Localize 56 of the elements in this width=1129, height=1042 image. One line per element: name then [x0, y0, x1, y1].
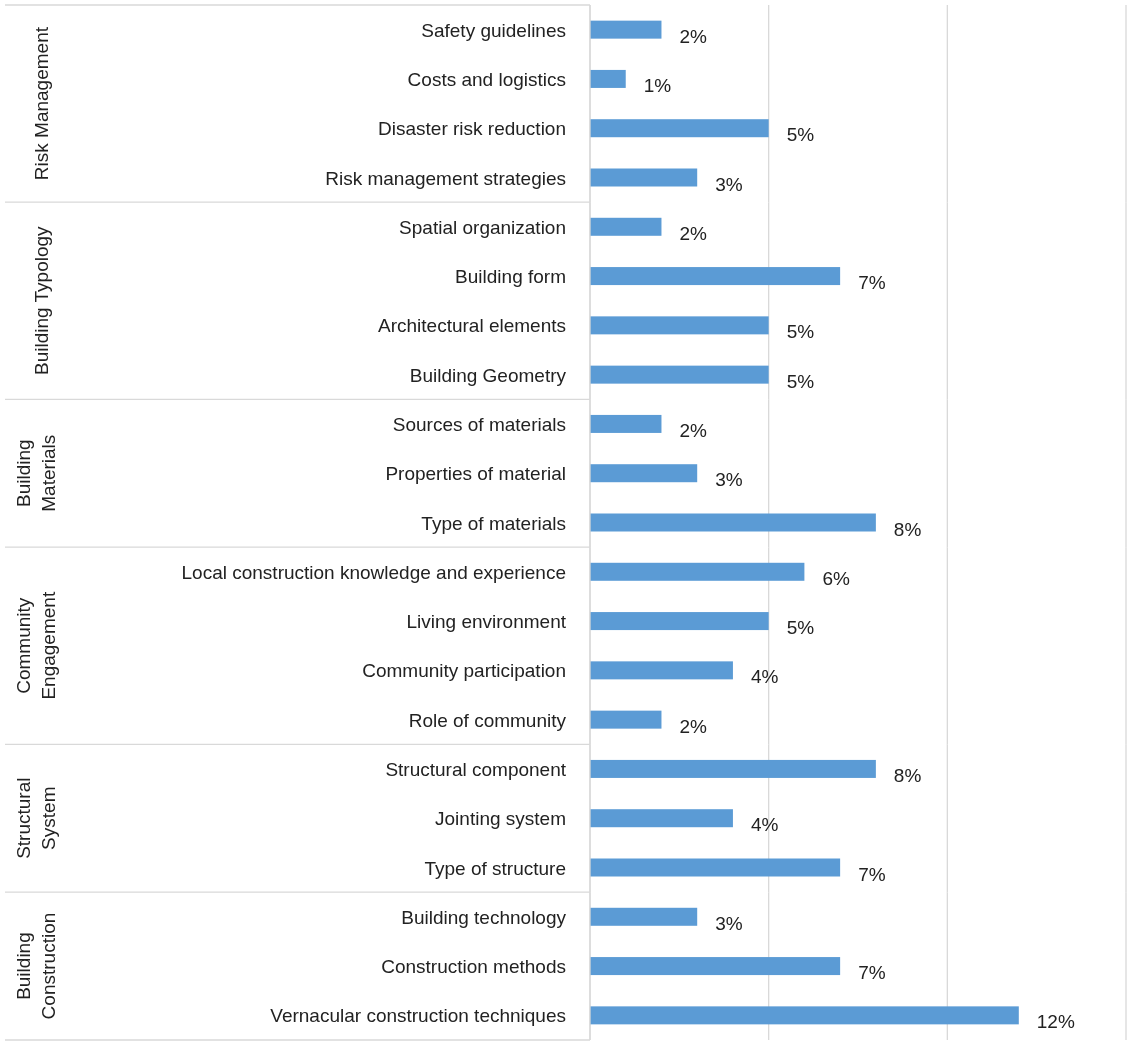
data-label: 2%: [679, 25, 708, 47]
bar: [590, 661, 733, 680]
data-label: 7%: [858, 863, 886, 885]
y-tick-label: Type of structure: [424, 857, 566, 879]
y-tick-label: Building technology: [401, 906, 567, 928]
bar: [590, 119, 769, 138]
bar: [590, 710, 662, 729]
data-label: 5%: [786, 124, 815, 146]
y-tick-label: Costs and logistics: [407, 68, 566, 90]
y-tick-label: Spatial organization: [399, 216, 566, 238]
y-tick-label: Sources of materials: [392, 413, 566, 435]
y-tick-label: Vernacular construction techniques: [270, 1005, 566, 1027]
y-tick-label: Construction methods: [381, 956, 566, 978]
y-tick-label: Type of materials: [421, 512, 566, 534]
data-label: 8%: [893, 518, 922, 540]
y-tick-label: Community participation: [362, 660, 566, 682]
bar: [590, 69, 626, 88]
y-tick-label: Local construction knowledge and experience: [181, 561, 566, 583]
y-tick-label: Role of community: [408, 709, 567, 731]
data-label: 3%: [715, 173, 743, 195]
y-axis-title: Building Materials: [13, 434, 59, 512]
y-axis-title: Structural System: [13, 777, 59, 859]
bar: [590, 168, 698, 187]
data-label: 4%: [750, 666, 779, 688]
y-tick-label: Safety guidelines: [421, 19, 566, 41]
data-label: 4%: [750, 814, 779, 836]
data-label: 7%: [858, 962, 886, 984]
y-tick-label: Architectural elements: [378, 315, 566, 337]
y-axis-title: Building Construction: [13, 912, 59, 1020]
data-label: 5%: [786, 617, 815, 639]
data-label: 1%: [643, 74, 672, 96]
y-axis-title: Building Typology: [31, 225, 52, 376]
bar: [590, 562, 805, 581]
y-tick-label: Structural component: [385, 758, 567, 780]
data-label: 2%: [679, 222, 708, 244]
data-label: 3%: [715, 912, 743, 934]
data-label: 6%: [822, 567, 850, 589]
y-tick-label: Building Geometry: [409, 364, 567, 386]
y-tick-label: Properties of material: [385, 463, 566, 485]
data-label: 5%: [786, 321, 815, 343]
bar: [590, 612, 769, 631]
data-label: 7%: [858, 272, 886, 294]
data-label: 2%: [679, 419, 708, 441]
data-label: 8%: [893, 764, 922, 786]
y-tick-label: Living environment: [406, 611, 567, 633]
y-tick-label: Risk management strategies: [325, 167, 566, 189]
y-axis-title: Community Engagement: [13, 591, 59, 700]
y-tick-label: Disaster risk reduction: [378, 118, 566, 140]
y-tick-label: Jointing system: [435, 808, 566, 830]
y-tick-label: Building form: [455, 266, 566, 288]
data-label: 2%: [679, 715, 708, 737]
data-label: 12%: [1036, 1011, 1075, 1033]
data-label: 5%: [786, 370, 815, 392]
y-axis-title: Risk Management: [31, 26, 52, 181]
data-label: 3%: [715, 469, 743, 491]
bar: [590, 20, 662, 39]
